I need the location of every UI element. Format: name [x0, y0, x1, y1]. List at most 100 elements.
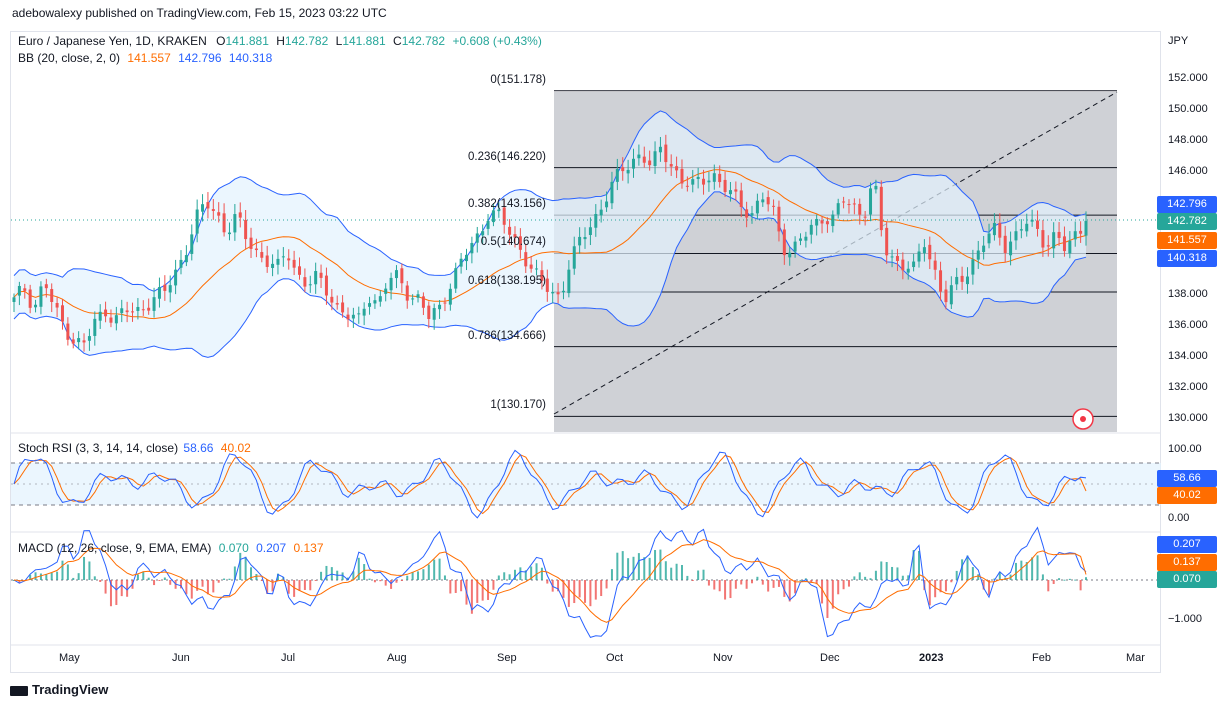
candle-body [184, 255, 188, 263]
time-label-oct: Oct [606, 652, 624, 664]
candle-body [1014, 231, 1018, 241]
macd-histogram-bar [864, 576, 867, 580]
macd-histogram-bar [874, 570, 877, 580]
candle-body [691, 179, 695, 185]
macd-histogram-bar [740, 580, 743, 585]
macd-histogram-bar [250, 567, 253, 580]
macd-histogram-bar [223, 578, 226, 580]
macd-legend[interactable]: MACD (12, 26, close, 9, EMA, EMA) 0.070 … [18, 541, 324, 555]
macd-histogram-bar [567, 580, 570, 607]
candle-body [17, 285, 21, 296]
candle-body [890, 256, 894, 258]
candle-body [707, 180, 711, 183]
macd-histogram-bar [1058, 578, 1061, 580]
macd-histogram-bar [206, 580, 209, 595]
macd-histogram-bar [842, 580, 845, 590]
macd-histogram-bar [115, 580, 118, 605]
macd-histogram-bar [373, 580, 376, 583]
price-tick: 152.000 [1168, 72, 1208, 84]
candle-body [330, 296, 334, 303]
candle-body [438, 304, 442, 310]
alert-icon[interactable] [1072, 408, 1094, 430]
candle-body [917, 251, 921, 262]
candle-body [895, 255, 899, 261]
candle-body [60, 305, 64, 322]
candle-body [588, 227, 592, 236]
candle-body [723, 179, 727, 193]
stoch-legend[interactable]: Stoch RSI (3, 3, 14, 14, close) 58.66 40… [18, 441, 251, 455]
candle-body [567, 269, 571, 294]
stoch-tick: 0.00 [1168, 512, 1190, 524]
candle-body [211, 209, 215, 211]
candle-body [793, 241, 797, 252]
macd-histogram-bar [664, 561, 667, 580]
macd-histogram-bar [72, 577, 75, 580]
candle-body [518, 236, 522, 250]
macd-histogram-bar [594, 580, 597, 600]
macd-histogram-bar [643, 557, 646, 580]
candle-body [583, 237, 587, 240]
macd-histogram-bar [384, 580, 387, 586]
candle-body [928, 244, 932, 260]
candle-body [475, 233, 479, 243]
macd-histogram-bar [648, 557, 651, 580]
candle-body [965, 276, 969, 285]
candle-body [368, 303, 372, 307]
macd-histogram-bar [524, 570, 527, 580]
bb-basis-tag: 141.557 [1157, 232, 1217, 249]
macd-histogram-bar [260, 580, 263, 581]
currency-label: JPY [1168, 35, 1189, 47]
candle-body [696, 176, 700, 179]
bollinger-band-fill [14, 110, 1086, 358]
macd-histogram-bar [158, 580, 161, 581]
candle-body [454, 268, 458, 289]
tradingview-logo[interactable]: TradingView [10, 682, 108, 697]
macd-histogram [13, 549, 1087, 618]
macd-histogram-bar [487, 580, 490, 600]
macd-histogram-bar [961, 559, 964, 580]
stoch-tick: 100.00 [1168, 443, 1202, 455]
macd-histogram-bar [680, 565, 683, 580]
candle-body [745, 209, 749, 218]
candle-body [599, 209, 603, 216]
candle-body [351, 314, 355, 319]
candle-body [114, 315, 118, 324]
candle-body [1068, 240, 1072, 254]
macd-histogram-bar [546, 580, 549, 584]
macd-histogram-bar [1025, 562, 1028, 580]
macd-histogram-bar [298, 580, 301, 591]
bb-legend[interactable]: BB (20, close, 2, 0) 141.557 142.796 140… [18, 51, 272, 65]
candle-body [626, 169, 630, 174]
macd-histogram-bar [427, 564, 430, 580]
time-label-jun: Jun [172, 652, 190, 664]
candle-body [1046, 245, 1050, 247]
macd-histogram-bar [400, 580, 403, 581]
candle-body [804, 236, 808, 241]
time-label-may: May [59, 652, 80, 664]
macd-histogram-bar [239, 552, 242, 580]
candle-body [847, 204, 851, 206]
macd-histogram-bar [56, 571, 59, 580]
change-value: +0.608 (+0.43%) [452, 34, 542, 48]
fib-label-0236: 0.236(146.220) [467, 151, 546, 163]
candle-body [190, 234, 194, 254]
macd-histogram-bar [1031, 557, 1034, 580]
candle-body [992, 222, 996, 236]
candle-body [869, 188, 873, 215]
candle-body [233, 214, 237, 233]
macd-histogram-bar [287, 580, 290, 594]
stoch-k-tag: 58.66 [1157, 470, 1217, 487]
candle-body [362, 308, 366, 316]
stoch-d-tag: 40.02 [1157, 487, 1217, 504]
symbol-legend[interactable]: Euro / Japanese Yen, 1D, KRAKEN O141.881… [18, 34, 542, 48]
candle-body [1073, 231, 1077, 240]
candle-body [712, 173, 716, 182]
candle-body [405, 285, 409, 301]
macd-histogram-bar [912, 550, 915, 580]
chart-frame [10, 31, 1161, 673]
candle-body [1041, 230, 1045, 248]
publisher-note: adebowalexy published on TradingView.com… [12, 6, 387, 20]
candle-body [944, 289, 948, 303]
macd-histogram-bar [314, 580, 317, 581]
